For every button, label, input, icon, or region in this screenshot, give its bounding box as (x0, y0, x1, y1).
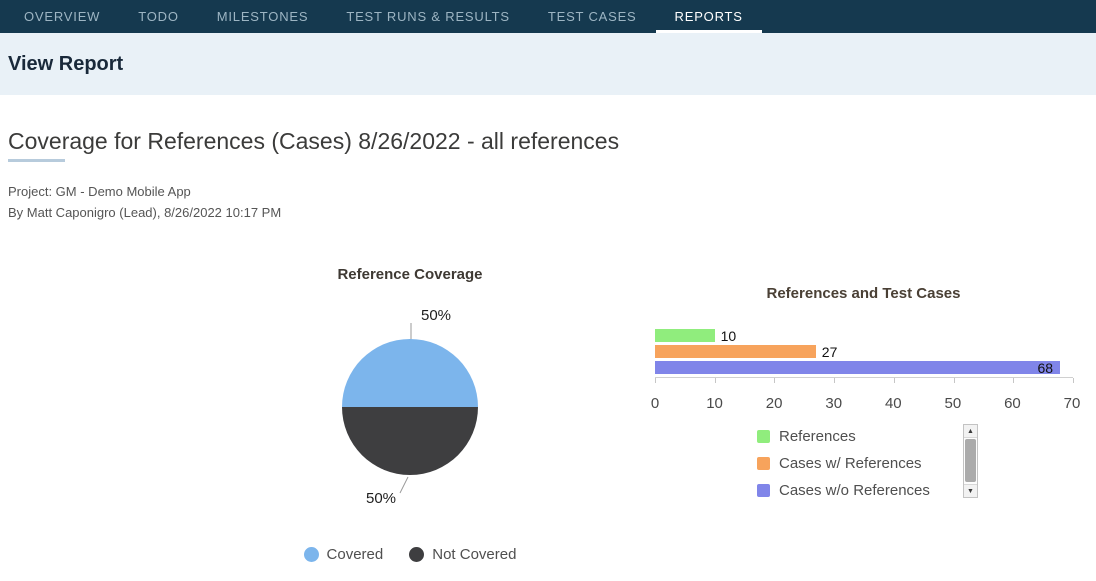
bar-cases-w-o-references[interactable]: 68 (655, 360, 1061, 376)
pie-data-label-not-covered: 50% (366, 490, 397, 507)
page-title: View Report (8, 52, 124, 75)
report-project-line: Project: GM - Demo Mobile App (8, 184, 191, 199)
top-navigation: OVERVIEW TODO MILESTONES TEST RUNS & RESULT… (0, 0, 1096, 33)
scroll-down-icon[interactable]: ▼ (964, 484, 977, 497)
legend-marker-icon (409, 547, 425, 562)
tick-label: 70 (1063, 395, 1081, 412)
bar-value-label: 68 (1037, 360, 1054, 376)
tick-mark (893, 378, 895, 383)
tick-label: 30 (825, 395, 843, 412)
bar-legend: References Cases w/ References Cases w/o R… (757, 423, 930, 504)
references-test-cases-chart: References and Test Cases 10 27 68 0 10 20 30… (600, 280, 1096, 520)
bar-value-label: 27 (821, 344, 838, 360)
legend-label: Cases w/ References (779, 455, 922, 472)
nav-tab-reports[interactable]: REPORTS (655, 0, 762, 33)
tick-mark (774, 378, 776, 383)
bar-value-label: 10 (720, 328, 737, 344)
legend-marker-icon (757, 484, 770, 497)
view-report-header: View Report (0, 33, 1096, 95)
legend-marker-icon (757, 430, 770, 443)
tick-mark (1073, 378, 1074, 383)
pie-legend: Covered Not Covered (130, 546, 690, 563)
legend-marker-icon (757, 457, 770, 470)
tick-mark (953, 378, 955, 383)
legend-label: Not Covered (432, 546, 517, 563)
tick-mark (655, 378, 656, 383)
reference-coverage-chart: Reference Coverage 50% 50% Covered Not Co… (130, 260, 690, 581)
nav-tab-todo[interactable]: TODO (138, 9, 179, 24)
pie-chart-title: Reference Coverage (337, 266, 483, 283)
bar-references[interactable]: 10 (655, 328, 736, 344)
pie-data-label-covered: 50% (421, 307, 452, 324)
tick-label: 50 (944, 395, 962, 412)
bar-chart-title: References and Test Cases (766, 285, 961, 302)
legend-scrollbar[interactable]: ▲ ▼ (963, 424, 978, 498)
tick-label: 0 (650, 395, 660, 412)
tick-label: 10 (706, 395, 723, 412)
tick-label: 40 (884, 395, 902, 412)
pie-chart[interactable] (342, 339, 478, 475)
x-axis-labels: 0 10 20 30 40 50 60 70 (651, 395, 1081, 413)
tick-mark (714, 378, 716, 383)
scrollbar-thumb[interactable] (965, 439, 976, 482)
legend-item-not-covered[interactable]: Not Covered (409, 546, 516, 563)
tick-label: 20 (765, 395, 783, 412)
legend-item-references[interactable]: References (757, 423, 930, 450)
legend-marker-icon (303, 547, 319, 562)
report-title: Coverage for References (Cases) 8/26/202… (8, 128, 620, 154)
tick-mark (834, 378, 836, 383)
bar-cases-w-references[interactable]: 27 (655, 344, 837, 360)
legend-item-cases-w-references[interactable]: Cases w/ References (757, 450, 930, 477)
report-byline: By Matt Caponigro (Lead), 8/26/2022 10:1… (8, 205, 282, 220)
title-accent-line (8, 159, 65, 162)
legend-label: Cases w/o References (779, 482, 930, 499)
legend-item-cases-w-o-references[interactable]: Cases w/o References (757, 477, 930, 504)
legend-label: References (779, 428, 856, 445)
legend-label: Covered (326, 546, 384, 563)
tick-mark (1013, 378, 1015, 383)
nav-tab-test-runs-results[interactable]: TEST RUNS & RESULTS (346, 9, 510, 24)
x-axis (655, 377, 1074, 385)
scroll-up-icon[interactable]: ▲ (964, 425, 977, 438)
tick-label: 60 (1004, 395, 1021, 412)
nav-tab-milestones[interactable]: MILESTONES (216, 9, 309, 24)
legend-item-covered[interactable]: Covered (303, 546, 384, 563)
nav-tab-overview[interactable]: OVERVIEW (24, 9, 101, 24)
nav-tab-test-cases[interactable]: TEST CASES (547, 9, 637, 24)
bars: 10 27 68 (655, 328, 1072, 376)
